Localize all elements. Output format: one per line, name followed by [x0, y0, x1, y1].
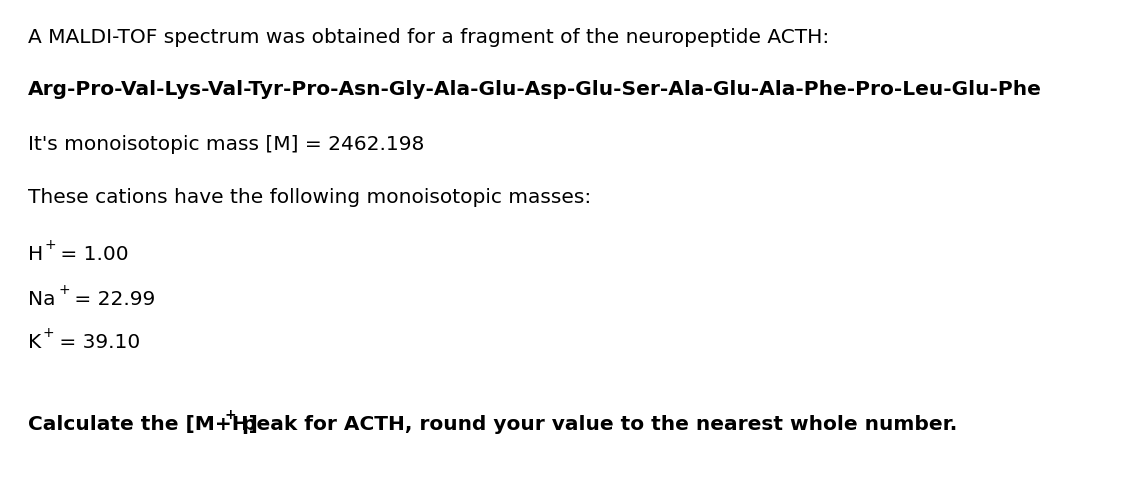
Text: These cations have the following monoisotopic masses:: These cations have the following monoiso… — [28, 188, 591, 207]
Text: +: + — [58, 283, 70, 297]
Text: peak for ACTH, round your value to the nearest whole number.: peak for ACTH, round your value to the n… — [234, 415, 957, 434]
Text: A MALDI-TOF spectrum was obtained for a fragment of the neuropeptide ACTH:: A MALDI-TOF spectrum was obtained for a … — [28, 28, 829, 47]
Text: It's monoisotopic mass [M] = 2462.198: It's monoisotopic mass [M] = 2462.198 — [28, 135, 424, 154]
Text: +: + — [43, 326, 55, 340]
Text: +: + — [44, 238, 56, 252]
Text: = 22.99: = 22.99 — [68, 290, 155, 309]
Text: Arg-Pro-Val-Lys-Val-Tyr-Pro-Asn-Gly-Ala-Glu-Asp-Glu-Ser-Ala-Glu-Ala-Phe-Pro-Leu-: Arg-Pro-Val-Lys-Val-Tyr-Pro-Asn-Gly-Ala-… — [28, 80, 1042, 99]
Text: H: H — [28, 245, 44, 264]
Text: +: + — [224, 408, 236, 422]
Text: Calculate the [M+H]: Calculate the [M+H] — [28, 415, 258, 434]
Text: = 39.10: = 39.10 — [53, 333, 140, 352]
Text: K: K — [28, 333, 42, 352]
Text: Na: Na — [28, 290, 55, 309]
Text: = 1.00: = 1.00 — [54, 245, 129, 264]
